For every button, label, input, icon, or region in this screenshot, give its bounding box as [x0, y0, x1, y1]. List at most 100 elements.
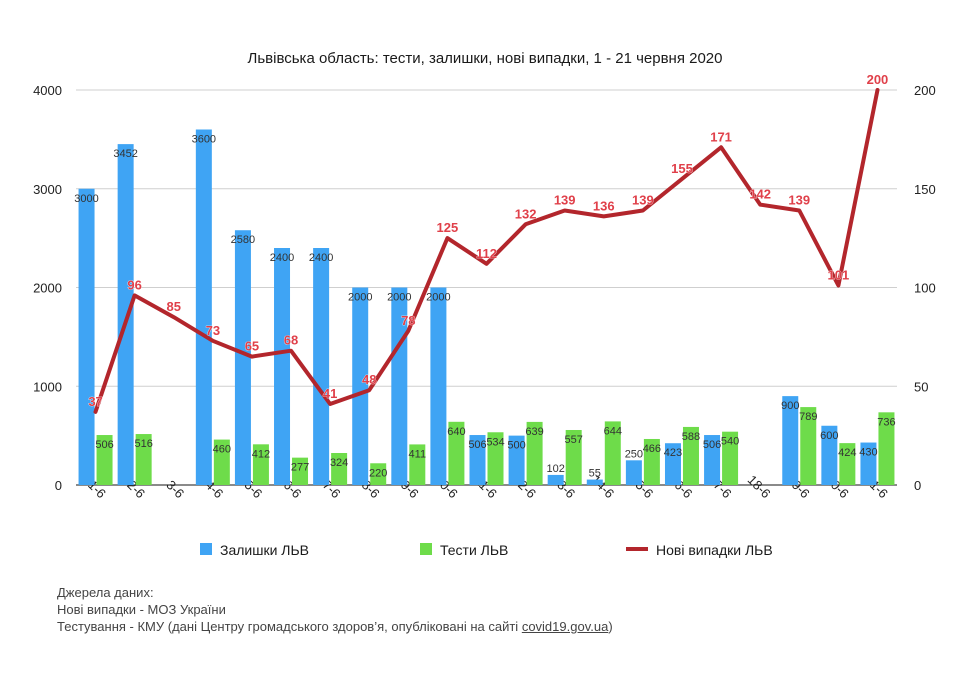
bar-data-label: 2400 — [309, 252, 333, 264]
y-right-tick-label: 0 — [914, 478, 921, 493]
bar-data-label: 639 — [525, 426, 543, 438]
line-data-label: 200 — [867, 72, 889, 87]
bar-remaining — [195, 129, 212, 485]
line-series: 37 96 85 73 65 68 41 48 78 125 112 132 139 136 139 155 1… — [88, 72, 889, 414]
bar-remaining — [117, 144, 134, 486]
sources-link[interactable]: covid19.gov.ua — [521, 619, 609, 634]
bar-data-label: 600 — [820, 430, 838, 442]
line-data-label: 41 — [323, 386, 337, 401]
line-data-label: 112 — [476, 246, 497, 261]
bar-data-label: 506 — [95, 439, 113, 451]
sources-line-testing-suffix: ) — [608, 619, 613, 634]
y-left-tick-label: 0 — [55, 478, 62, 493]
bar-remaining — [234, 230, 251, 485]
x-tick-label: 18-6 — [745, 472, 774, 501]
sources-line-testing: Тестування - КМУ (дані Центру громадсько… — [57, 618, 613, 635]
line-data-label: 155 — [671, 161, 693, 176]
line-data-label: 142 — [749, 187, 771, 202]
bar-data-label: 540 — [721, 436, 739, 448]
line-data-label: 125 — [437, 220, 459, 235]
legend-label: Тести ЛЬВ — [440, 542, 508, 558]
bar-data-label: 2400 — [270, 252, 294, 264]
bar-data-label: 277 — [291, 462, 309, 474]
bar-tests — [682, 426, 699, 485]
line-data-label: 101 — [828, 268, 850, 283]
bar-data-label: 640 — [447, 426, 465, 438]
line-data-label: 78 — [401, 313, 415, 328]
bar-data-label: 506 — [468, 439, 486, 451]
bar-tests — [96, 435, 113, 485]
bar-remaining — [78, 188, 95, 485]
sources-line-testing-prefix: Тестування - КМУ (дані Центру громадсько… — [57, 619, 522, 634]
bar-data-label: 534 — [486, 436, 504, 448]
bar-tests — [213, 439, 230, 485]
bar-data-label: 411 — [409, 448, 427, 460]
legend: Залишки ЛЬВ Тести ЛЬВ Нові випадки ЛЬВ — [200, 542, 773, 558]
bar-remaining — [352, 287, 369, 485]
bar-tests — [135, 434, 152, 485]
bar-tests — [487, 432, 504, 485]
y-right-tick-label: 50 — [914, 379, 928, 394]
bar-tests — [526, 421, 543, 485]
bar-data-label: 412 — [252, 448, 270, 460]
bar-tests — [643, 438, 660, 485]
bar-tests — [448, 421, 465, 485]
line-data-label: 65 — [245, 339, 259, 354]
y-right-tick-label: 150 — [914, 182, 936, 197]
sources-note: Джерела даних: Нові випадки - МОЗ Україн… — [57, 584, 613, 635]
line-data-label: 139 — [632, 192, 654, 207]
y-right-tick-label: 200 — [914, 83, 936, 98]
bar-remaining — [625, 460, 642, 485]
bar-data-label: 102 — [547, 463, 565, 475]
bar-data-label: 3452 — [113, 148, 137, 160]
line-data-label: 96 — [127, 277, 141, 292]
bar-remaining — [274, 248, 291, 485]
bar-data-label: 460 — [213, 444, 231, 456]
legend-label: Залишки ЛЬВ — [220, 542, 309, 558]
bar-tests — [292, 457, 309, 485]
y-left-tick-label: 3000 — [33, 182, 62, 197]
bar-tests — [331, 453, 348, 485]
bar-data-label: 900 — [781, 400, 799, 412]
line-data-label: 73 — [206, 323, 220, 338]
bar-data-label: 789 — [799, 411, 817, 423]
legend-label: Нові випадки ЛЬВ — [656, 542, 773, 558]
legend-swatch — [420, 543, 432, 555]
bar-data-label: 220 — [369, 467, 387, 479]
bar-data-label: 55 — [589, 468, 601, 480]
bar-tests — [839, 443, 856, 485]
bar-remaining — [547, 474, 564, 485]
line-data-label: 139 — [554, 192, 576, 207]
bar-data-label: 2000 — [387, 292, 411, 304]
bar-data-label: 500 — [507, 440, 525, 452]
line-new-cases — [93, 88, 880, 414]
bar-data-label: 2000 — [348, 292, 372, 304]
line-data-label: 37 — [88, 394, 102, 409]
bar-data-label: 2000 — [426, 292, 450, 304]
x-tick-label: 3-6 — [163, 477, 187, 501]
line-data-label: 136 — [593, 198, 615, 213]
y-left-tick-label: 4000 — [33, 83, 62, 98]
bar-tests — [604, 421, 621, 485]
sources-heading: Джерела даних: — [57, 585, 154, 600]
bar-data-label: 324 — [330, 457, 348, 469]
bar-data-label: 516 — [134, 438, 152, 450]
bar-remaining — [664, 443, 681, 485]
bar-remaining — [313, 248, 330, 485]
bar-data-label: 424 — [838, 447, 856, 459]
bar-tests — [252, 444, 269, 485]
bar-data-label: 506 — [703, 439, 721, 451]
bar-tests — [878, 412, 895, 485]
bar-data-label: 2580 — [231, 234, 255, 246]
line-data-label: 85 — [167, 299, 181, 314]
bar-data-label: 736 — [877, 416, 895, 428]
bar-remaining — [860, 442, 877, 485]
line-data-label: 132 — [515, 206, 537, 221]
bar-data-label: 588 — [682, 431, 700, 443]
bar-remaining — [821, 425, 838, 485]
bar-data-label: 250 — [625, 448, 643, 460]
bar-remaining — [508, 435, 525, 485]
sources-line-cases: Нові випадки - МОЗ України — [57, 602, 226, 617]
